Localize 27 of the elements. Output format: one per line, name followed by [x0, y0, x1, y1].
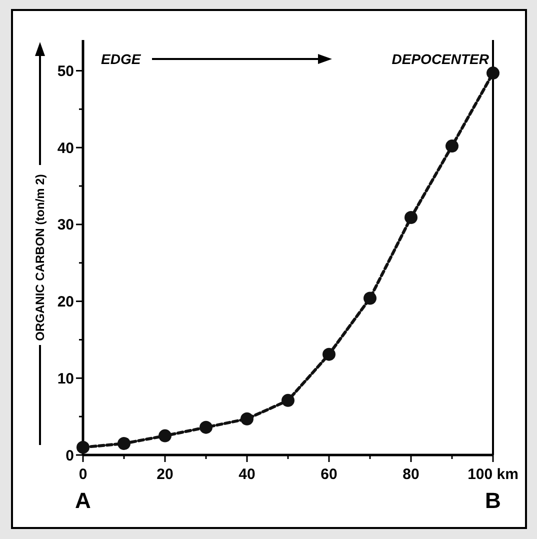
- annotation: DEPOCENTER: [392, 51, 490, 67]
- x-tick-label: 80: [402, 466, 420, 483]
- x-tick-label: 40: [238, 466, 256, 483]
- y-tick-label: 40: [57, 140, 74, 157]
- x-tick-label: 100 km: [468, 466, 518, 483]
- y-tick-label: 0: [66, 447, 74, 464]
- point: [240, 412, 254, 426]
- point: [364, 292, 376, 305]
- y-tick-label: 30: [57, 216, 74, 234]
- annotation: EDGE: [101, 51, 142, 67]
- x-tick-label: 20: [156, 466, 174, 483]
- point: [200, 420, 212, 434]
- text: A: [75, 488, 92, 513]
- point: [446, 140, 458, 153]
- x-tick-label: 60: [320, 466, 338, 483]
- point: [158, 429, 172, 442]
- point: [322, 348, 336, 361]
- x-tick-label: 0: [78, 466, 88, 483]
- point: [282, 394, 294, 407]
- point: [404, 211, 418, 224]
- point: [118, 436, 130, 450]
- y-tick-label: 50: [57, 62, 74, 80]
- y-tick-label: 10: [57, 370, 74, 388]
- y-tick-label: 20: [57, 294, 74, 311]
- text: B: [485, 488, 501, 513]
- y-axis-title: ORGANIC CARBON (ton/m 2): [33, 174, 48, 341]
- point: [486, 66, 500, 80]
